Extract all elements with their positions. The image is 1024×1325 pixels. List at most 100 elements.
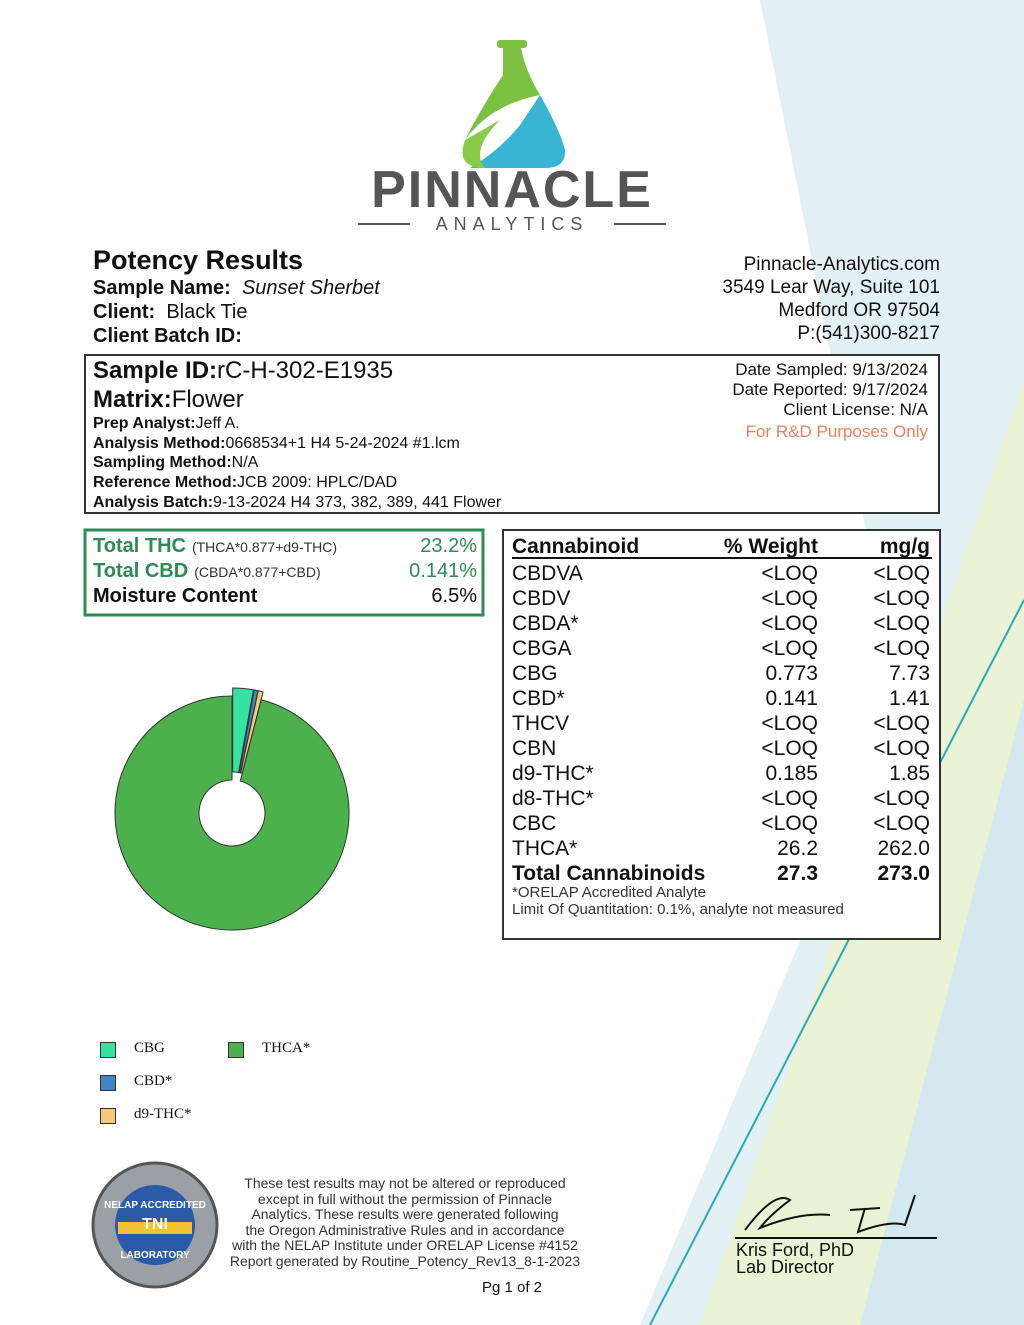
donut-chart — [114, 687, 350, 931]
results-table: Cannabinoid% Weight mg/g CBDVA <LOQ <LOQ CBDV… — [512, 535, 932, 918]
disclaimer-line: with the NELAP Institute under ORELAP Li… — [232, 1237, 578, 1253]
cell: <LOQ — [873, 787, 930, 810]
label: Sample ID: — [93, 357, 218, 384]
cell: 0.773 — [765, 662, 818, 685]
cell: 0.185 — [765, 762, 818, 785]
cell: <LOQ — [873, 712, 930, 735]
lab-line: P:(541)300-8217 — [797, 323, 940, 344]
sample-box — [84, 354, 940, 514]
logo-flask — [470, 95, 566, 168]
table-row: CBN <LOQ <LOQ — [512, 737, 932, 762]
badge-top: NELAP ACCREDITED — [104, 1200, 206, 1211]
disclaimer-line: except in full without the permission of… — [257, 1190, 553, 1207]
slice — [232, 687, 254, 774]
summary-label: Total THC — [93, 535, 186, 557]
logo-flask — [462, 120, 500, 168]
signature-title: Lab Director — [736, 1257, 835, 1277]
cell: CBG — [512, 662, 558, 685]
sample-fields: Prep Analyst:Jeff A. Analysis Method:0668… — [93, 414, 501, 513]
summary-label: Moisture Content — [93, 585, 258, 607]
badge-bottom: LABORATORY — [120, 1250, 190, 1261]
lab-line: 3549 Lear Way, Suite 101 — [722, 277, 940, 298]
bg-line — [649, 599, 1024, 1325]
date-line: Date Reported: 9/17/2024 — [732, 380, 928, 399]
sample-dates: Date Sampled: 9/13/2024 Date Reported: 9/… — [732, 360, 928, 420]
cell: Cannabinoid — [512, 535, 640, 558]
table-row: CBD* 0.141 1.41 — [512, 687, 932, 712]
batch-label: Client Batch ID: — [93, 325, 242, 347]
logo-name: PINNACLE — [371, 161, 653, 219]
summary-label: Total CBD — [93, 560, 189, 582]
field-row: Prep Analyst:Jeff A. — [93, 414, 501, 434]
cell: <LOQ — [873, 637, 930, 660]
summary-row: Total CBD (CBDA*0.877+CBD) 0.141% — [93, 560, 477, 585]
value: Flower — [171, 386, 244, 413]
summary-formula: (THCA*0.877+d9-THC) — [191, 539, 338, 555]
cell: CBDA* — [512, 612, 579, 635]
legend-label: CBD* — [134, 1073, 173, 1089]
cell: <LOQ — [873, 737, 930, 760]
disclaimer: These test results may not be altered or… — [210, 1175, 600, 1269]
logo-flask — [465, 48, 540, 140]
logo-flask — [497, 40, 527, 48]
cell: 1.85 — [889, 762, 930, 785]
value: Sunset Sherbet — [241, 277, 380, 299]
signature — [744, 1194, 916, 1234]
table-row: CBC <LOQ <LOQ — [512, 812, 932, 837]
legend-swatch — [228, 1042, 244, 1058]
field-row: Analysis Method:0668534+1 H4 5-24-2024 #… — [93, 434, 501, 454]
field-value: N/A — [231, 454, 259, 472]
cell: CBDVA — [512, 562, 583, 585]
field-label: Sampling Method: — [93, 454, 232, 472]
legend-swatch — [100, 1075, 116, 1091]
field-value: Jeff A. — [195, 415, 240, 432]
cell: <LOQ — [761, 712, 818, 735]
cell: <LOQ — [761, 812, 818, 835]
cell: d8-THC* — [512, 787, 594, 810]
header-row: Cannabinoid % Weight mg/g — [512, 535, 932, 559]
matrix: Matrix:Flower — [93, 386, 244, 414]
cell: % Weight — [723, 535, 818, 558]
value: rC-H-302-E1935 — [217, 357, 394, 384]
cell: THCA* — [512, 837, 578, 860]
table-row: CBGA <LOQ <LOQ — [512, 637, 932, 662]
table-row: d9-THC* 0.185 1.85 — [512, 762, 932, 787]
cell: 7.73 — [889, 662, 930, 685]
label: Matrix: — [93, 386, 172, 413]
cell: CBD* — [512, 687, 565, 710]
table-row: THCV <LOQ <LOQ — [512, 712, 932, 737]
field-row: Sampling Method:N/A — [93, 453, 501, 473]
disclaimer-line: These test results may not be altered or… — [244, 1175, 566, 1191]
cell: THCV — [512, 712, 570, 735]
field-value: 0668534+1 H4 5-24-2024 #1.lcm — [225, 434, 460, 452]
field-label: Analysis Batch: — [93, 493, 214, 511]
label: Client: — [93, 301, 156, 323]
disclaimer-line: the Oregon Administrative Rules and in a… — [245, 1221, 565, 1238]
disclaimer-line: Report generated by Routine_Potency_Rev1… — [229, 1252, 581, 1269]
table-row: CBG 0.773 7.73 — [512, 662, 932, 687]
cell: 273.0 — [877, 862, 930, 885]
date-line: Client License: N/A — [783, 400, 928, 419]
cell: 1.41 — [889, 687, 930, 710]
cell: <LOQ — [873, 562, 930, 585]
cell: CBDV — [512, 587, 571, 610]
table-note: Limit Of Quantitation: 0.1%, analyte not… — [512, 901, 844, 918]
legend-label: d9-THC* — [134, 1106, 192, 1122]
table-box — [502, 529, 941, 940]
cell: <LOQ — [873, 587, 930, 610]
bg-shape — [860, 700, 1024, 1325]
badge — [118, 1222, 192, 1234]
total-row: Total Cannabinoids 27.3 273.0 — [512, 862, 932, 885]
report-title: Potency Results — [93, 245, 304, 275]
table-row: CBDV <LOQ <LOQ — [512, 587, 932, 612]
table-row: CBDVA <LOQ <LOQ — [512, 562, 932, 587]
legend-label: CBG — [134, 1040, 165, 1056]
cell: <LOQ — [761, 562, 818, 585]
summary-value: 0.141% — [409, 560, 477, 582]
cell: d9-THC* — [512, 762, 594, 785]
field-value: 9-13-2024 H4 373, 382, 389, 441 Flower — [213, 493, 502, 511]
sample-id: Sample ID:rC-H-302-E1935 — [93, 357, 393, 385]
cell: <LOQ — [761, 637, 818, 660]
field-value: JCB 2009: HPLC/DAD — [237, 474, 398, 492]
